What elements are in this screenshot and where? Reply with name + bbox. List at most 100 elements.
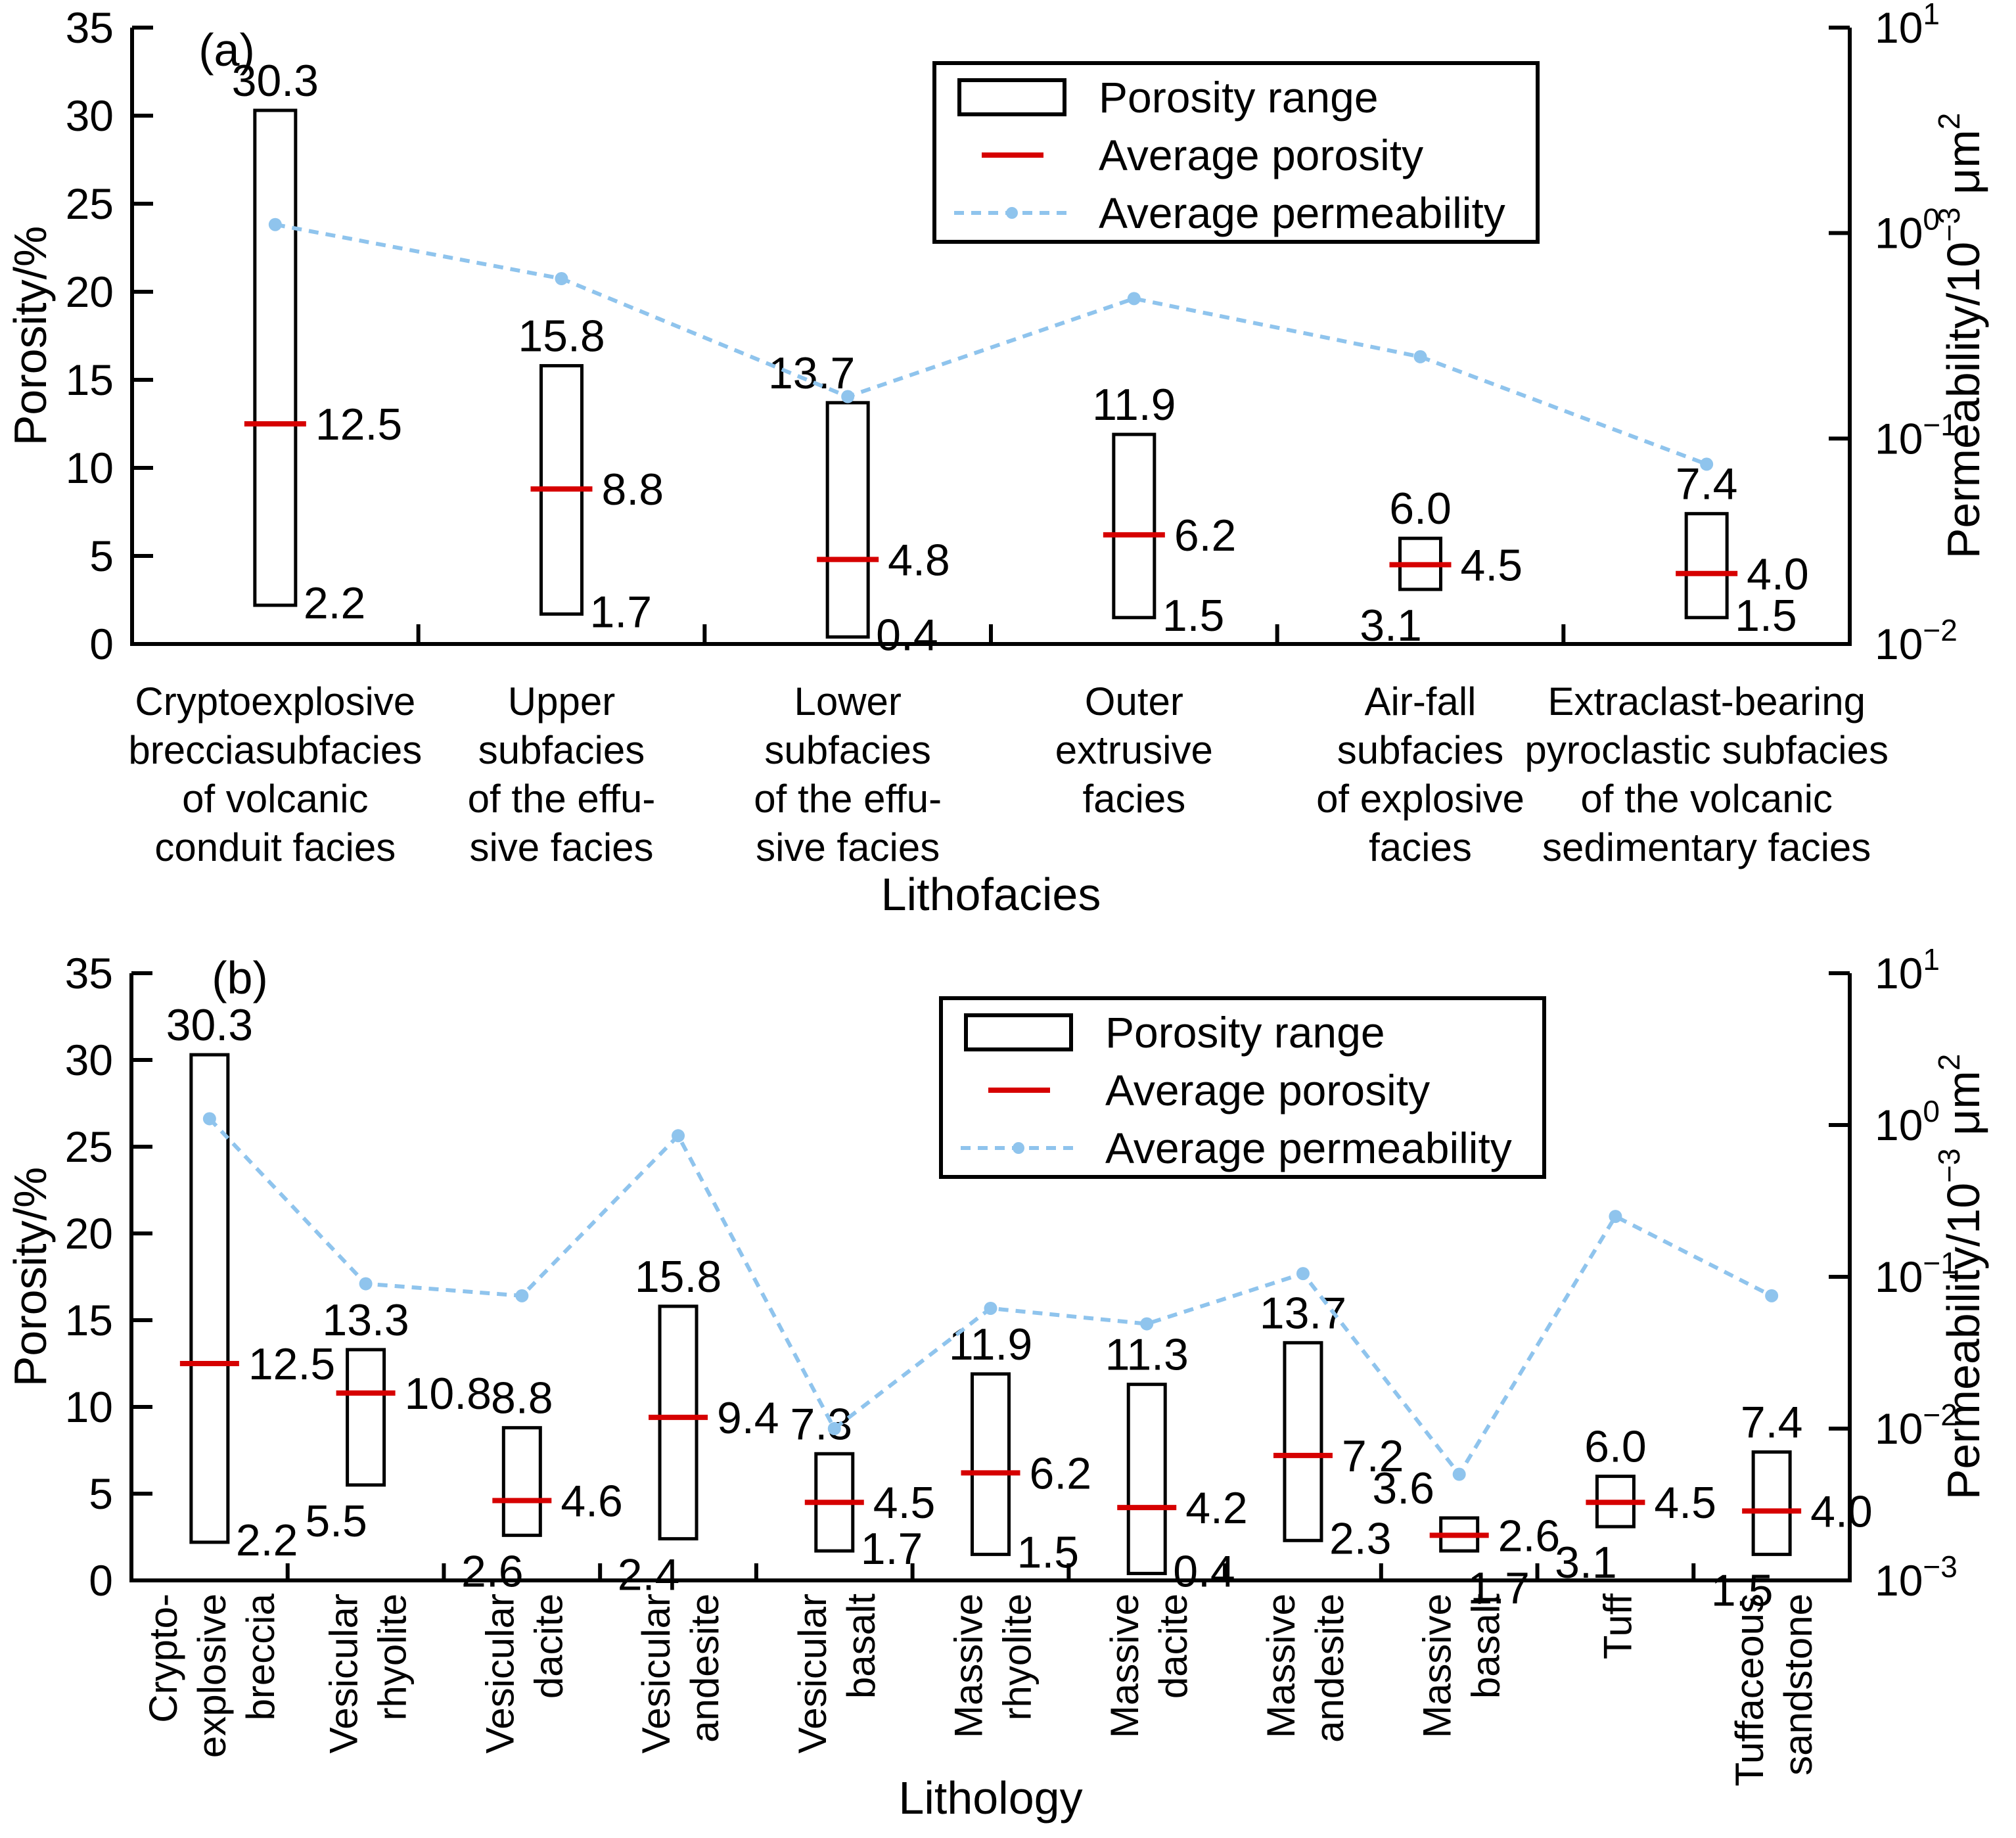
y-left-tick-label: 35 [65,949,113,998]
y-left-tick-label: 10 [66,444,114,492]
category-label-line: explosive [190,1594,234,1758]
legend-range-swatch [957,78,1066,116]
category-label-line: Massive [1415,1594,1459,1738]
max-porosity-label: 6.0 [1584,1422,1647,1472]
legend-label: Porosity range [1105,1008,1385,1057]
average-porosity-label: 4.5 [873,1478,936,1528]
category-label-line: Massive [947,1594,991,1738]
average-permeability-point [1609,1210,1622,1224]
min-porosity-label: 2.4 [618,1550,680,1600]
y-left-tick-label: 25 [65,1122,113,1171]
average-permeability-point [984,1301,997,1315]
max-porosity-label: 15.8 [635,1252,722,1302]
average-porosity-label: 4.0 [1810,1486,1873,1536]
porosity-range-bar [1751,1450,1792,1556]
x-axis-title: Lithofacies [881,869,1101,920]
legend-label: Average porosity [1099,131,1423,179]
category-label-line: subfacies [764,728,930,772]
min-porosity-label: 1.5 [1017,1527,1080,1577]
legend-average-permeability-dot [1006,207,1018,219]
category-label-line: of the volcanic [1580,777,1833,821]
min-porosity-label: 0.4 [876,610,938,660]
average-permeability-point [841,390,855,403]
max-porosity-label: 7.4 [1741,1398,1803,1448]
average-permeability-point [268,218,282,231]
max-porosity-label: 11.9 [949,1320,1032,1369]
category-label-line: of volcanic [182,777,368,821]
y-right-axis-title: Permeability/10−3 μm2 [1932,113,1989,559]
min-porosity-label: 1.5 [1711,1565,1774,1615]
category-label-line: andesite [1308,1594,1352,1743]
average-porosity-label: 4.6 [561,1477,623,1527]
porosity-range-bar [501,1426,542,1537]
y-left-tick-label: 5 [89,1469,113,1518]
category-label-line: of explosive [1316,777,1524,821]
min-porosity-label: 5.5 [305,1496,367,1546]
max-porosity-label: 6.0 [1389,484,1452,534]
panel-b: 0 5 10 15 20 25 30 35 10−3 10−2 10−1 100 101 30.3 12.5… [5,942,1989,1824]
average-porosity-label: 4.8 [888,535,950,585]
y-left-tick-label: 15 [66,356,114,404]
y-left-tick-label: 20 [65,1209,113,1258]
category-label-line: of the effu- [754,777,942,821]
category-label-line: sive facies [756,825,940,869]
porosity-range-bar [1684,512,1729,620]
y-left-tick-label: 25 [66,179,114,228]
max-porosity-label: 13.7 [768,348,855,398]
legend: Porosity range Average porosity Average pe… [939,996,1546,1179]
y-left-axis-title: Porosity/% [5,226,56,446]
category-label-line: Crypto- [141,1594,185,1723]
y-left-axis-title: Porosity/% [5,1167,56,1387]
legend-label: Average permeability [1105,1124,1512,1172]
y-right-tick-label: 10−3 [1875,1550,1958,1605]
category-label-line: basalt [839,1594,883,1699]
average-permeability-line [275,222,1708,467]
category-label-line: pyroclastic subfacies [1524,728,1889,772]
category-label-line: basalt [1464,1594,1508,1699]
category-label-line: Upper [508,679,615,724]
min-porosity-label: 2.6 [461,1546,524,1596]
y-right-axis-title: Permeability/10−3 μm2 [1932,1054,1989,1500]
panel-tag: (b) [212,952,268,1003]
average-permeability-point [555,272,568,286]
category-label-line: Cryptoexplosive [135,679,415,724]
porosity-range-bar [1126,1383,1167,1575]
category-label-line: brecciasubfacies [128,728,422,772]
porosity-range-bar [253,108,298,607]
legend-average-permeability-dot [1013,1142,1024,1154]
legend-label: Average permeability [1099,189,1505,237]
y-left-tick-label: 10 [65,1383,113,1431]
max-porosity-label: 30.3 [166,1000,253,1050]
average-permeability-point [1296,1267,1310,1281]
porosity-range-bar [189,1053,230,1544]
max-porosity-label: 11.3 [1105,1330,1189,1380]
category-label-line: dacite [1151,1594,1195,1699]
y-left-tick-label: 0 [89,1556,113,1605]
category-label-line: Massive [1259,1594,1303,1738]
average-porosity-label: 4.0 [1747,549,1809,599]
y-right-tick-label: 101 [1875,942,1940,998]
category-label-line: Extraclast-bearing [1547,679,1866,724]
y-left-tick-label: 30 [66,91,114,140]
y-left-tick-label: 0 [89,620,114,668]
average-porosity-label: 6.2 [1030,1448,1092,1498]
y-right-tick-label: 10−1 [1875,1246,1958,1301]
average-porosity-label: 4.5 [1654,1478,1716,1528]
category-label-line: breccia [239,1593,283,1720]
min-porosity-label: 1.5 [1735,591,1797,641]
average-permeability-point [359,1277,373,1291]
porosity-range-bar [1283,1341,1323,1542]
average-porosity-label: 4.5 [1461,540,1523,590]
category-label-line: facies [1082,777,1185,821]
y-right-tick-label: 10−2 [1875,1398,1958,1453]
category-label-line: Outer [1085,679,1183,724]
category-label-line: rhyolite [371,1594,415,1720]
category-label-line: sive facies [469,825,653,869]
max-porosity-label: 3.6 [1372,1463,1434,1513]
category-label-line: andesite [683,1594,727,1743]
average-permeability-point [1413,350,1427,363]
panel-tag: (a) [198,24,255,76]
average-permeability-point [1140,1317,1154,1331]
category-label-line: Vesicular [790,1594,835,1753]
